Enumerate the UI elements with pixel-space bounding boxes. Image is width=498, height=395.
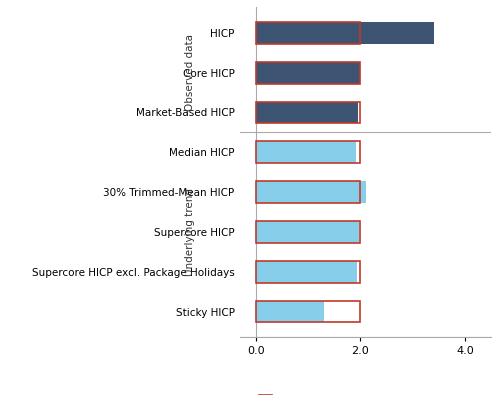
Bar bbox=[256, 141, 356, 163]
Bar bbox=[256, 62, 361, 84]
Bar bbox=[256, 102, 358, 123]
Bar bbox=[256, 22, 361, 44]
Bar bbox=[256, 301, 324, 322]
Bar bbox=[256, 22, 434, 44]
Bar bbox=[256, 221, 359, 243]
Bar bbox=[256, 261, 357, 283]
Bar bbox=[256, 102, 361, 123]
Bar bbox=[256, 261, 361, 283]
Bar bbox=[256, 181, 366, 203]
Bar bbox=[256, 181, 361, 203]
Text: Observed data: Observed data bbox=[185, 34, 195, 111]
Bar bbox=[256, 62, 361, 84]
Bar bbox=[256, 301, 361, 322]
Bar bbox=[256, 221, 361, 243]
Bar bbox=[256, 141, 361, 163]
Text: Underlying trend: Underlying trend bbox=[185, 188, 195, 276]
